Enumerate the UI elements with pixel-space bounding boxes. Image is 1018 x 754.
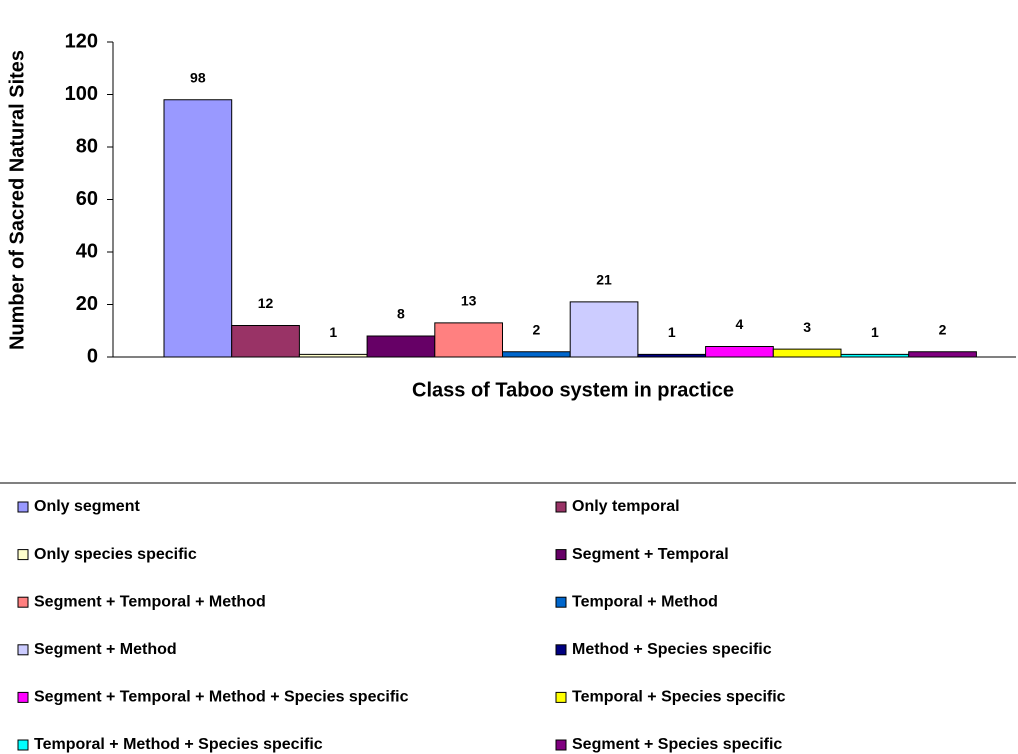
data-label: 12 xyxy=(258,295,274,311)
data-label: 2 xyxy=(939,321,947,337)
legend-swatch xyxy=(17,644,29,656)
data-label: 8 xyxy=(397,306,405,322)
y-tick-label: 0 xyxy=(87,345,98,367)
legend-label: Only species specific xyxy=(34,546,197,563)
legend-swatch xyxy=(17,596,29,608)
bar xyxy=(434,322,503,358)
y-tick-label: 100 xyxy=(65,83,98,105)
legend-swatch xyxy=(17,549,29,561)
data-label: 1 xyxy=(329,324,337,340)
bar xyxy=(502,351,571,358)
legend-label: Temporal + Species specific xyxy=(572,689,786,706)
y-tick-label: 20 xyxy=(76,293,98,315)
data-label: 3 xyxy=(803,319,811,335)
legend-swatch xyxy=(555,644,567,656)
y-tick-label: 40 xyxy=(76,240,98,262)
data-label: 13 xyxy=(461,293,477,309)
data-label: 1 xyxy=(871,324,879,340)
bar xyxy=(366,335,436,358)
bar xyxy=(569,301,639,358)
bar xyxy=(772,348,842,358)
bar xyxy=(705,346,774,358)
data-label: 4 xyxy=(736,316,744,332)
bar xyxy=(637,353,707,358)
y-tick-label: 120 xyxy=(65,30,98,52)
legend-swatch xyxy=(555,596,567,608)
x-axis-title: Class of Taboo system in practice xyxy=(412,379,734,401)
legend-label: Only temporal xyxy=(572,498,680,515)
bar xyxy=(908,351,977,358)
data-label: 2 xyxy=(532,321,540,337)
legend-label: Segment + Species specific xyxy=(572,736,782,753)
legend-swatch xyxy=(17,739,29,751)
legend-label: Segment + Temporal + Method + Species sp… xyxy=(34,689,409,706)
data-label: 21 xyxy=(596,272,612,288)
legend-swatch xyxy=(555,691,567,703)
y-axis-title: Number of Sacred Natural Sites xyxy=(6,50,28,350)
bar xyxy=(298,353,368,358)
legend-label: Temporal + Method + Species specific xyxy=(34,736,323,753)
legend-swatch xyxy=(17,691,29,703)
bar xyxy=(163,99,233,358)
data-label: 1 xyxy=(668,324,676,340)
y-tick-label: 80 xyxy=(76,135,98,157)
y-tick-label: 60 xyxy=(76,188,98,210)
legend-label: Segment + Method xyxy=(34,641,177,658)
bar xyxy=(231,325,300,358)
legend-swatch xyxy=(555,549,567,561)
legend-label: Only segment xyxy=(34,498,140,515)
bar xyxy=(840,353,910,358)
legend-label: Temporal + Method xyxy=(572,593,718,610)
legend-swatch xyxy=(17,501,29,513)
legend-label: Method + Species specific xyxy=(572,641,772,658)
legend-swatch xyxy=(555,501,567,513)
legend-swatch xyxy=(555,739,567,751)
legend-label: Segment + Temporal xyxy=(572,546,729,563)
data-label: 98 xyxy=(190,69,206,85)
legend-label: Segment + Temporal + Method xyxy=(34,593,266,610)
